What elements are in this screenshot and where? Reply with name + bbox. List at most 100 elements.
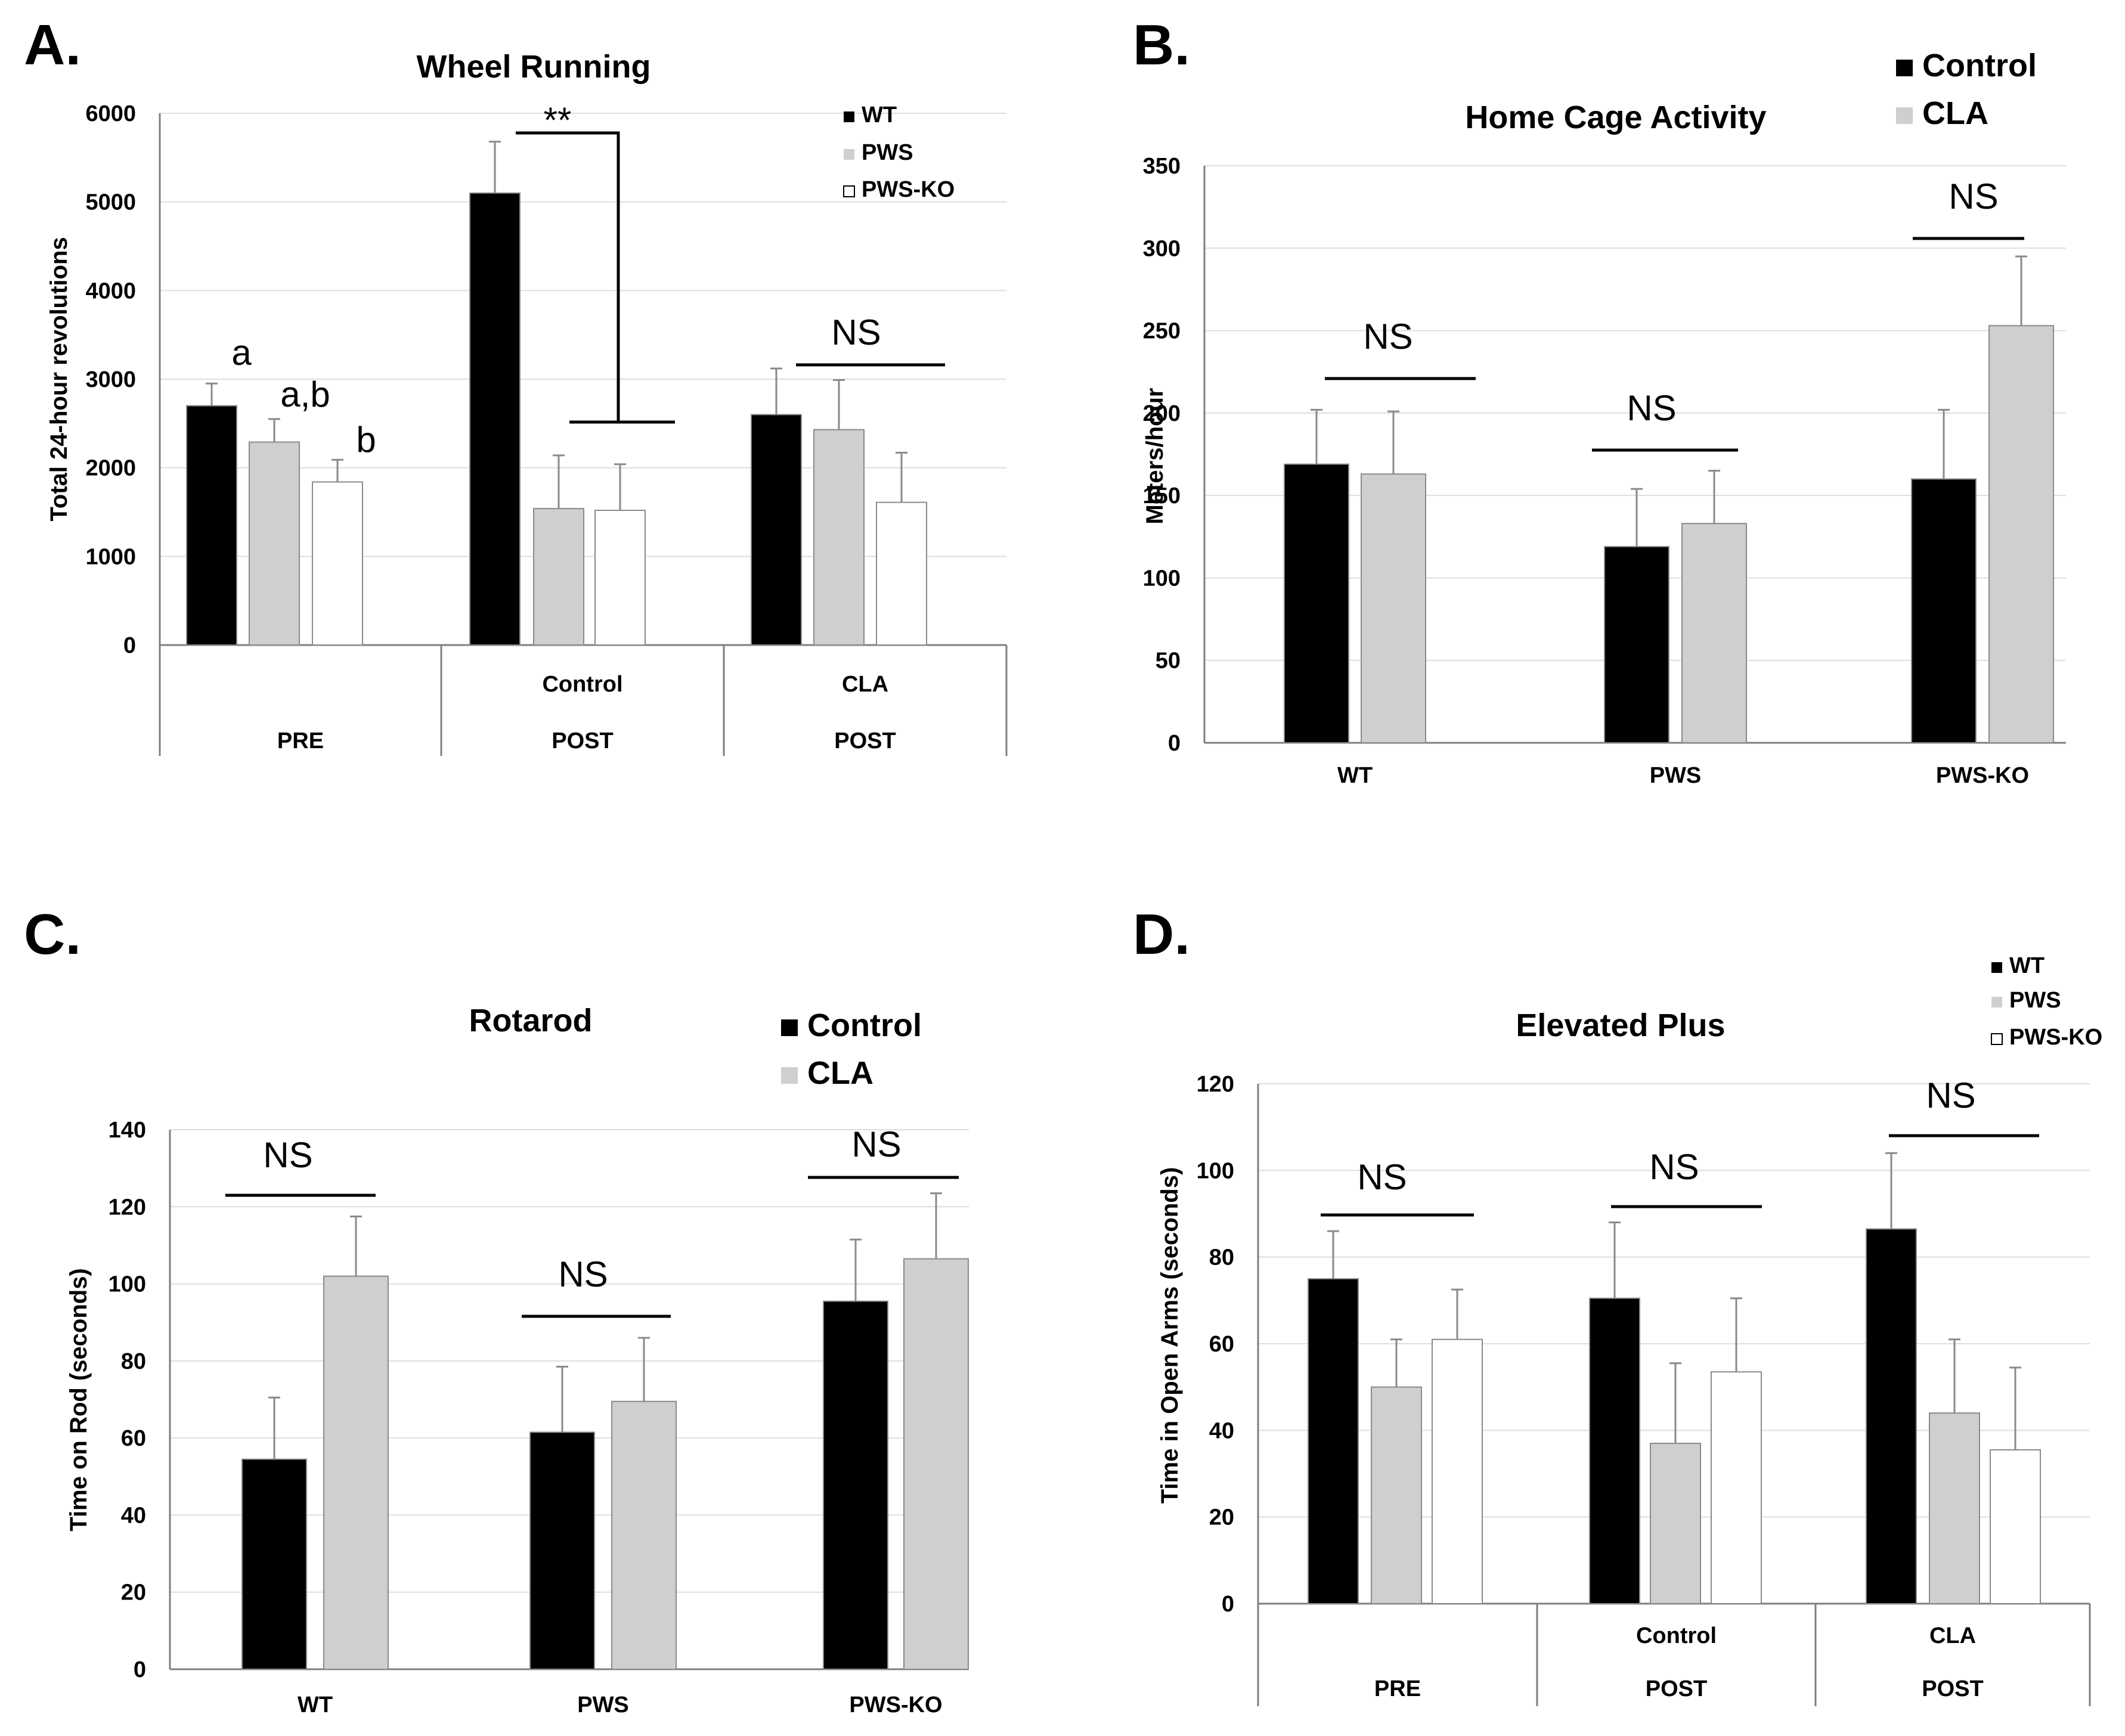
y-tick-label: 150 [1143,483,1181,509]
group-label-top: Control [1636,1623,1717,1648]
legend-label: WT [2009,953,2045,978]
bar-wt [186,405,237,646]
legend-swatch [844,149,854,160]
group-label-bottom: POST [1922,1676,1983,1701]
bar-wt [751,414,802,646]
y-tick-label: 60 [121,1426,146,1451]
legend: Control CLA [781,1008,922,1091]
y-axis-label: Time in Open Arms (seconds) [1157,1167,1183,1504]
y-tick-label: 80 [1209,1245,1234,1270]
group-label-bottom: POST [1646,1676,1707,1701]
significance-label: NS [851,1124,901,1164]
significance-label: NS [1649,1147,1699,1187]
legend-label: CLA [807,1055,873,1091]
group-label-top: CLA [842,672,888,697]
bar-pws [249,441,300,646]
bar-cla [1361,473,1426,744]
y-tick-label: 4000 [85,278,136,303]
bar-pws-ko [594,510,646,646]
x-tick-label: PWS-KO [849,1692,942,1718]
legend-swatch [781,1019,798,1036]
group-label-top: CLA [1929,1623,1976,1648]
group-label-bottom: PRE [1374,1676,1421,1701]
y-tick-label: 200 [1143,401,1181,426]
significance-label: NS [263,1135,312,1175]
y-tick-label: 0 [134,1657,146,1682]
x-tick-label: WT [298,1692,333,1718]
group-label-bottom: POST [834,728,896,754]
bar-control [1284,463,1349,743]
bar-cla [1681,523,1747,743]
legend-label: WT [862,103,897,128]
panel-c: C. Rotarod 0 20 40 60 80 100 120 140 Time on Rod (… [24,903,969,1718]
bar-control [823,1300,888,1670]
bar-pws-ko [876,501,927,646]
bar-cla [611,1400,677,1670]
legend-swatch [1991,962,2002,973]
y-tick-label: 100 [1143,566,1181,591]
y-tick-label: 6000 [85,101,136,126]
y-tick-label: 350 [1143,154,1181,179]
bar-control [1604,545,1669,743]
significance-label: NS [1627,388,1676,428]
bar-pws-ko [1990,1449,2041,1605]
legend-label: PWS [862,140,913,165]
significance-label: NS [1926,1075,1975,1115]
significance-label: a [231,333,252,373]
y-tick-label: 50 [1156,649,1181,674]
y-tick-label: 0 [1168,731,1181,756]
y-tick-label: 100 [109,1272,146,1297]
group-label-top: Control [542,672,622,697]
significance-label: NS [1357,1157,1407,1197]
legend-label: PWS-KO [2009,1025,2102,1050]
bar-wt [469,192,521,646]
y-tick-label: 20 [1209,1505,1234,1530]
panel-a: A. Wheel Running 0 1000 2000 3000 4000 5000 6000… [24,13,1008,756]
legend-label: CLA [1922,95,1988,131]
y-tick-label: 20 [121,1580,146,1605]
y-axis-label: Total 24-hour revolutions [46,237,72,521]
y-tick-label: 1000 [85,544,136,569]
significance-label: NS [558,1254,608,1294]
y-tick-label: 120 [109,1195,146,1220]
legend-swatch [781,1067,798,1084]
bar-pws-ko [312,481,363,646]
chart-title: Rotarod [469,1003,593,1038]
panel-letter: A. [24,13,81,77]
bar-cla [903,1258,969,1670]
y-tick-label: 3000 [85,367,136,392]
chart-title: Wheel Running [417,49,651,85]
legend-label: PWS [2009,988,2061,1013]
y-tick-label: 2000 [85,456,136,481]
legend-swatch [844,111,854,122]
x-tick-label: PWS [1650,763,1702,788]
chart-title: Home Cage Activity [1465,100,1766,135]
y-axis-label: Meters/hour [1142,388,1168,525]
legend-label: Control [1922,48,2037,83]
legend: Control CLA [1896,48,2037,131]
panel-letter: C. [24,903,81,966]
significance-bracket [516,131,675,424]
legend-label: PWS-KO [862,177,955,202]
y-tick-label: 0 [1222,1592,1234,1617]
bar-control [529,1431,595,1670]
panel-b: B. Home Cage Activity 0 50 100 150 200 250 300 35… [1133,13,2066,788]
legend: WT PWS PWS-KO [843,103,955,202]
x-tick-label: PWS-KO [1936,763,2029,788]
bar-cla [323,1275,389,1670]
group-label-bottom: POST [552,728,613,754]
bar-cla [1988,325,2054,743]
significance-label: b [356,420,376,460]
bar-pws [533,508,584,646]
significance-label: NS [1363,317,1412,356]
x-tick-label: WT [1337,763,1373,788]
legend-swatch [1991,997,2002,1008]
legend: WT PWS PWS-KO [1991,953,2102,1050]
y-tick-label: 100 [1197,1158,1234,1183]
legend-swatch [1896,107,1913,124]
bar-wt [1308,1278,1359,1604]
y-tick-label: 40 [1209,1418,1234,1443]
bar-pws [813,429,865,646]
bar-pws-ko [1711,1371,1762,1605]
